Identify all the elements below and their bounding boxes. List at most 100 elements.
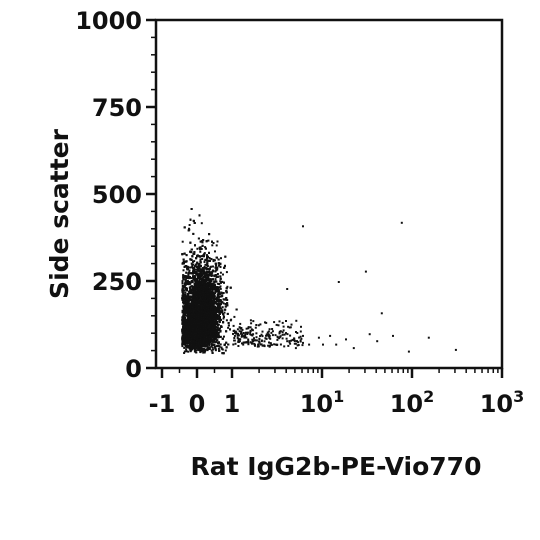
- data-point: [217, 307, 219, 310]
- data-point: [225, 291, 228, 294]
- data-point: [202, 309, 204, 312]
- data-point: [203, 252, 206, 255]
- data-point: [187, 268, 189, 271]
- data-point: [195, 271, 198, 274]
- data-point: [190, 285, 193, 288]
- data-point: [191, 266, 194, 269]
- data-point: [184, 276, 187, 279]
- data-point: [219, 275, 222, 278]
- data-point: [205, 267, 208, 270]
- data-point: [226, 304, 229, 307]
- data-point: [194, 297, 197, 300]
- data-point: [188, 297, 191, 300]
- data-point: [206, 298, 209, 301]
- data-point: [199, 246, 202, 249]
- data-point: [213, 306, 216, 309]
- data-point: [193, 295, 196, 298]
- data-point: [216, 302, 219, 305]
- data-point: [198, 349, 201, 352]
- data-point: [215, 244, 218, 247]
- data-point: [190, 262, 193, 265]
- data-point: [192, 268, 195, 271]
- data-point: [189, 251, 192, 253]
- data-point: [212, 284, 215, 287]
- data-point: [196, 281, 198, 284]
- data-point: [209, 265, 212, 268]
- data-point: [186, 277, 189, 279]
- data-point: [181, 240, 184, 243]
- data-point: [194, 293, 197, 295]
- data-point: [212, 299, 215, 302]
- data-point: [201, 244, 204, 247]
- data-point: [187, 229, 190, 232]
- data-point: [204, 302, 207, 305]
- data-point: [225, 271, 228, 274]
- data-point: [181, 253, 184, 256]
- data-point: [205, 292, 208, 295]
- data-point: [224, 308, 227, 311]
- data-point: [219, 262, 222, 265]
- data-point: [205, 273, 208, 276]
- data-point: [226, 299, 229, 301]
- data-point: [195, 303, 198, 306]
- data-point: [185, 254, 188, 257]
- data-point: [217, 291, 220, 294]
- data-point: [201, 279, 204, 282]
- data-point: [181, 280, 184, 283]
- data-point: [220, 346, 223, 349]
- data-point: [203, 253, 206, 256]
- data-point: [184, 310, 187, 313]
- data-point: [215, 317, 218, 320]
- data-point: [198, 270, 201, 273]
- data-point: [210, 279, 213, 281]
- data-point: [191, 292, 194, 295]
- data-point: [211, 284, 213, 287]
- data-point: [211, 308, 214, 311]
- data-point: [212, 278, 214, 281]
- data-point: [196, 288, 199, 291]
- data-point: [194, 263, 197, 266]
- data-point: [201, 241, 204, 244]
- data-point: [214, 270, 217, 273]
- data-point: [213, 274, 216, 277]
- data-point: [207, 304, 210, 307]
- data-point: [224, 298, 227, 301]
- data-point: [187, 275, 189, 278]
- data-point: [204, 274, 207, 277]
- data-point: [187, 266, 189, 269]
- data-point: [182, 262, 185, 265]
- data-point: [182, 258, 185, 261]
- data-point: [201, 281, 203, 283]
- data-point: [187, 304, 190, 307]
- data-point: [185, 287, 188, 290]
- data-point: [193, 300, 195, 303]
- data-point: [197, 291, 200, 294]
- data-point: [218, 286, 221, 289]
- data-point: [191, 255, 194, 258]
- data-point: [193, 290, 196, 292]
- data-point: [214, 301, 217, 304]
- data-point: [208, 274, 211, 277]
- data-point: [182, 276, 185, 279]
- data-point: [183, 301, 186, 304]
- data-point: [208, 260, 211, 262]
- data-point: [189, 295, 192, 298]
- data-point: [206, 300, 209, 303]
- data-point: [210, 282, 213, 285]
- data-point: [216, 240, 219, 243]
- data-point: [218, 315, 220, 317]
- data-point: [219, 265, 222, 268]
- data-point: [214, 341, 217, 344]
- data-point: [185, 265, 188, 268]
- data-point: [211, 271, 214, 274]
- data-point: [186, 281, 189, 284]
- data-point: [196, 300, 199, 303]
- data-point: [189, 241, 192, 244]
- data-point: [190, 298, 193, 301]
- data-point: [223, 266, 226, 269]
- data-point: [219, 316, 221, 319]
- data-point: [225, 287, 228, 290]
- data-point: [213, 301, 216, 304]
- data-point: [196, 274, 199, 276]
- data-point: [226, 312, 229, 315]
